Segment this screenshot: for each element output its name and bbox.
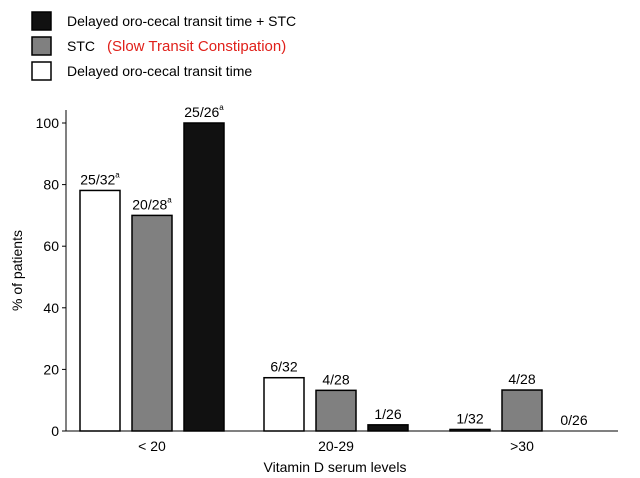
- bar-label-superscript: a: [115, 170, 120, 179]
- bar-label-2-1: 6/32: [270, 359, 297, 375]
- bar-1-1: [79, 189, 121, 432]
- bar-label-superscript: a: [167, 195, 172, 204]
- bar-2-3: [367, 424, 409, 432]
- legend-swatch-1: [31, 11, 52, 31]
- legend-swatch-3: [31, 61, 52, 81]
- y-tick-label-3: 60: [43, 238, 59, 254]
- bar-2-1: [263, 376, 305, 432]
- legend: Delayed oro-cecal transit time + STC STC (…: [31, 11, 296, 81]
- y-tick-label-4: 80: [43, 177, 59, 193]
- legend-label-2: STC: [67, 38, 95, 54]
- bar-label-3-2: 4/28: [508, 371, 535, 387]
- bars: [79, 122, 543, 432]
- bar-label-2-2: 4/28: [322, 371, 349, 387]
- y-tick-label-1: 20: [43, 361, 59, 377]
- x-tick-label-1: < 20: [138, 438, 166, 454]
- legend-note-2: (Slow Transit Constipation): [107, 38, 286, 55]
- bar-1-3: [183, 122, 225, 432]
- bar-label-superscript: a: [219, 103, 224, 112]
- y-tick-label-0: 0: [51, 423, 59, 439]
- bar-label-1-3: 25/26a: [184, 103, 224, 120]
- x-tick-label-3: >30: [510, 438, 534, 454]
- legend-swatch-2: [31, 36, 52, 56]
- bar-label-1-2: 20/28a: [132, 195, 172, 212]
- bar-label-2-3: 1/26: [374, 406, 401, 422]
- bar-3-2: [501, 389, 543, 432]
- bar-label-1-1: 25/32a: [80, 170, 120, 187]
- y-tick-label-2: 40: [43, 300, 59, 316]
- x-axis-title: Vitamin D serum levels: [264, 459, 407, 475]
- bar-label-3-1: 1/32: [456, 410, 483, 426]
- bar-label-3-3: 0/26: [560, 412, 587, 428]
- y-tick-label-5: 100: [36, 115, 60, 131]
- legend-label-1: Delayed oro-cecal transit time + STC: [67, 13, 296, 29]
- bar-labels: 25/32a 20/28a 25/26a 6/32 4/28 1/26 1/32 4/28 0/…: [80, 103, 588, 428]
- bar-1-2: [131, 214, 173, 432]
- y-axis-title: % of patients: [9, 230, 25, 311]
- x-tick-label-2: 20-29: [318, 438, 354, 454]
- bar-2-2: [315, 389, 357, 432]
- legend-label-3: Delayed oro-cecal transit time: [67, 63, 252, 79]
- bar-3-1: [449, 428, 491, 432]
